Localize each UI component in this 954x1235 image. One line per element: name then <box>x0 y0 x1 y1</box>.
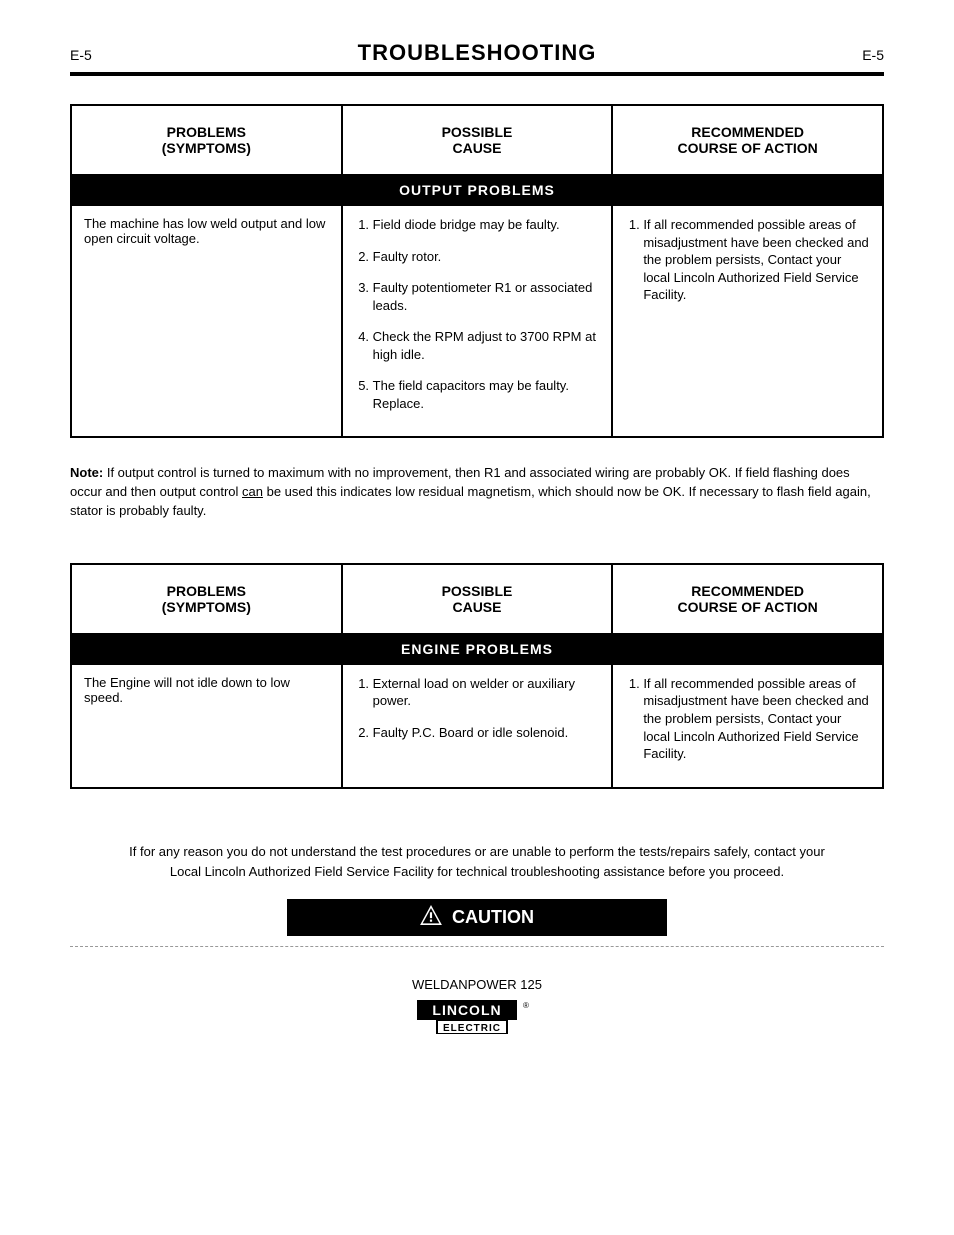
cell-action: If all recommended possible areas of mis… <box>612 205 883 437</box>
list-item: External load on welder or auxiliary pow… <box>373 675 600 710</box>
header-rule <box>70 72 884 76</box>
model-name: WELDANPOWER 125 <box>70 977 884 992</box>
cell-cause: External load on welder or auxiliary pow… <box>342 664 613 788</box>
cell-action: If all recommended possible areas of mis… <box>612 664 883 788</box>
troubleshooting-table-output: PROBLEMS (SYMPTOMS) POSSIBLE CAUSE RECOM… <box>70 104 884 438</box>
page-title: TROUBLESHOOTING <box>120 40 834 66</box>
note-block: Note: If output control is turned to max… <box>70 464 884 521</box>
cell-cause: Field diode bridge may be faulty. Faulty… <box>342 205 613 437</box>
band-label: OUTPUT PROBLEMS <box>71 175 883 205</box>
svg-text:®: ® <box>523 1001 529 1010</box>
auth-text: If for any reason you do not understand … <box>129 844 825 879</box>
warning-icon <box>420 905 442 930</box>
list-item: Faulty potentiometer R1 or associated le… <box>373 279 600 314</box>
list-item: Field diode bridge may be faulty. <box>373 216 600 234</box>
table-row: The Engine will not idle down to low spe… <box>71 664 883 788</box>
page-footer: WELDANPOWER 125 LINCOLN ® ELECTRIC <box>70 977 884 1037</box>
svg-text:ELECTRIC: ELECTRIC <box>443 1023 501 1034</box>
section-band-engine: ENGINE PROBLEMS <box>71 634 883 664</box>
band-label: ENGINE PROBLEMS <box>71 634 883 664</box>
note-label: Note: <box>70 465 103 480</box>
col-problems: PROBLEMS (SYMPTOMS) <box>71 105 342 175</box>
table-head-row: PROBLEMS (SYMPTOMS) POSSIBLE CAUSE RECOM… <box>71 105 883 175</box>
list-item: If all recommended possible areas of mis… <box>643 675 870 763</box>
caution-label: CAUTION <box>452 907 534 928</box>
svg-text:LINCOLN: LINCOLN <box>432 1002 501 1018</box>
col-problems: PROBLEMS (SYMPTOMS) <box>71 564 342 634</box>
list-item: Faulty rotor. <box>373 248 600 266</box>
page-number-right: E-5 <box>834 47 884 63</box>
note-underline: can <box>242 484 263 499</box>
col-cause: POSSIBLE CAUSE <box>342 564 613 634</box>
table-head-row: PROBLEMS (SYMPTOMS) POSSIBLE CAUSE RECOM… <box>71 564 883 634</box>
col-action: RECOMMENDED COURSE OF ACTION <box>612 105 883 175</box>
authorization-note: If for any reason you do not understand … <box>70 823 884 882</box>
lincoln-electric-logo: LINCOLN ® ELECTRIC <box>417 1000 537 1037</box>
footer-divider <box>70 946 884 947</box>
section-band-output: OUTPUT PROBLEMS <box>71 175 883 205</box>
list-item: If all recommended possible areas of mis… <box>643 216 870 304</box>
list-item: The field capacitors may be faulty. Repl… <box>373 377 600 412</box>
list-item: Check the RPM adjust to 3700 RPM at high… <box>373 328 600 363</box>
page-number-left: E-5 <box>70 47 120 63</box>
col-action: RECOMMENDED COURSE OF ACTION <box>612 564 883 634</box>
cell-problem: The Engine will not idle down to low spe… <box>71 664 342 788</box>
list-item: Faulty P.C. Board or idle solenoid. <box>373 724 600 742</box>
caution-banner: CAUTION <box>287 899 667 936</box>
troubleshooting-table-engine: PROBLEMS (SYMPTOMS) POSSIBLE CAUSE RECOM… <box>70 563 884 789</box>
table-row: The machine has low weld output and low … <box>71 205 883 437</box>
cell-problem: The machine has low weld output and low … <box>71 205 342 437</box>
col-cause: POSSIBLE CAUSE <box>342 105 613 175</box>
